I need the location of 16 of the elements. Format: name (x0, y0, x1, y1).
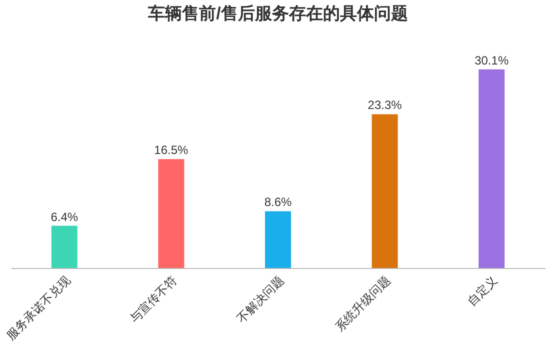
data-label: 8.6% (264, 195, 292, 210)
data-label: 6.4% (50, 210, 78, 224)
x-tick-label: 不解决问题 (234, 273, 286, 326)
bar (265, 211, 291, 268)
bar (478, 69, 505, 268)
x-tick-label: 系统升级问题 (332, 273, 394, 334)
bar (158, 159, 184, 268)
data-label: 16.5% (154, 143, 189, 158)
data-label: 30.1% (474, 53, 509, 68)
bar (372, 114, 398, 268)
bar (51, 226, 78, 268)
x-tick-label: 与宣传不符 (127, 273, 180, 326)
x-tick-label: 自定义 (464, 273, 500, 308)
chart-title: 车辆售前/售后服务存在的具体问题 (147, 4, 408, 23)
data-label: 23.3% (368, 98, 402, 112)
x-tick-label: 服务承诺不兑现 (4, 273, 73, 342)
